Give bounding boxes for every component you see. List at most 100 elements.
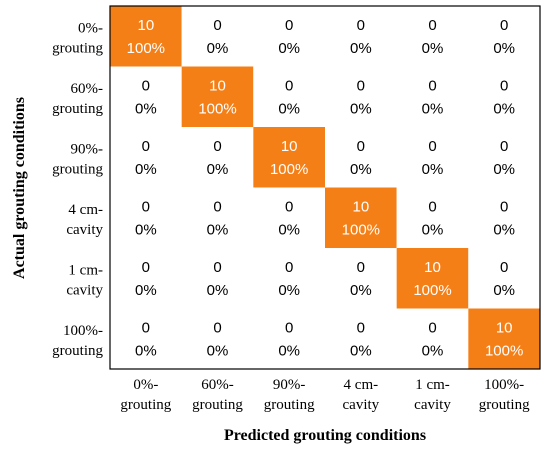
matrix-cell-3-4 <box>396 187 469 248</box>
matrix-cell-2-3 <box>325 127 397 188</box>
y-tick-labels: 0%- grouting 60%- grouting 90%- grouting 4 cm-… <box>52 20 103 359</box>
cell-percentage: 0% <box>135 161 157 178</box>
cell-percentage: 0% <box>350 161 372 178</box>
x-tick-label: 0%- <box>133 377 158 393</box>
matrix-cell-0-3 <box>325 6 397 67</box>
matrix-cell-3-1 <box>181 187 254 248</box>
cell-count: 0 <box>285 259 293 276</box>
cell-percentage: 0% <box>422 40 444 57</box>
y-tick-label: 90%- <box>71 141 104 157</box>
x-tick-label: grouting <box>479 397 530 413</box>
cell-count: 0 <box>142 199 150 216</box>
matrix-cell-1-0 <box>110 66 182 127</box>
cell-percentage: 0% <box>135 282 157 299</box>
cell-count: 0 <box>213 320 221 337</box>
matrix-cell-4-0 <box>110 248 182 309</box>
matrix-cell-5-2 <box>253 308 325 369</box>
cell-percentage: 0% <box>422 222 444 239</box>
matrix-cell-2-5 <box>468 127 540 188</box>
y-tick-label: cavity <box>66 282 103 298</box>
y-tick-label: grouting <box>52 40 103 56</box>
matrix-cells: 10 100% 0 0% 0 0% 0 0% 0 0% 0 0% 0 0% 10 100% 0 0% 0 0% 0 0% 0… <box>110 6 540 369</box>
cell-percentage: 0% <box>493 282 515 299</box>
cell-percentage: 0% <box>350 282 372 299</box>
cell-percentage: 0% <box>422 343 444 360</box>
cell-count: 0 <box>428 78 436 95</box>
cell-count: 0 <box>500 138 508 155</box>
cell-count: 0 <box>142 259 150 276</box>
cell-percentage: 0% <box>278 282 300 299</box>
matrix-cell-5-1 <box>181 308 254 369</box>
cell-count: 0 <box>142 78 150 95</box>
cell-count: 0 <box>285 199 293 216</box>
matrix-cell-4-5 <box>468 248 540 309</box>
cell-percentage: 0% <box>350 101 372 118</box>
x-tick-labels: 0%- grouting 60%- grouting 90%- grouting 4 cm-… <box>120 377 530 413</box>
cell-count: 0 <box>285 17 293 34</box>
x-tick-label: cavity <box>343 397 380 413</box>
y-tick-label: 0%- <box>78 20 103 36</box>
cell-count: 0 <box>357 138 365 155</box>
cell-percentage: 0% <box>350 40 372 57</box>
cell-count: 0 <box>357 320 365 337</box>
matrix-cell-0-2 <box>253 6 325 67</box>
cell-count: 0 <box>213 199 221 216</box>
cell-percentage: 0% <box>493 101 515 118</box>
x-tick-label: grouting <box>192 397 243 413</box>
matrix-cell-1-3 <box>325 66 397 127</box>
cell-percentage: 100% <box>485 343 523 360</box>
cell-count: 0 <box>500 17 508 34</box>
matrix-frame <box>109 5 541 370</box>
y-tick-label: grouting <box>52 161 103 177</box>
matrix-cell-5-0 <box>110 308 182 369</box>
cell-percentage: 0% <box>493 222 515 239</box>
cell-count: 0 <box>500 259 508 276</box>
matrix-cell-4-1 <box>181 248 254 309</box>
cell-percentage: 100% <box>413 282 451 299</box>
cell-count: 0 <box>428 17 436 34</box>
cell-percentage: 0% <box>350 343 372 360</box>
matrix-cell-2-4 <box>396 127 469 188</box>
matrix-cell-0-1 <box>181 6 254 67</box>
x-axis-title: Predicted grouting conditions <box>224 427 426 444</box>
cell-count: 0 <box>500 78 508 95</box>
matrix-cell-3-5 <box>468 187 540 248</box>
cell-percentage: 0% <box>207 40 229 57</box>
matrix-cell-3-0 <box>110 187 182 248</box>
cell-count: 0 <box>357 259 365 276</box>
cell-percentage: 0% <box>278 222 300 239</box>
matrix-cell-5-4 <box>396 308 469 369</box>
matrix-cell-2-2 <box>253 127 325 188</box>
cell-count: 10 <box>209 78 226 95</box>
x-tick-label: cavity <box>414 397 451 413</box>
cell-count: 0 <box>213 259 221 276</box>
matrix-cell-3-3 <box>325 187 397 248</box>
cell-count: 0 <box>285 78 293 95</box>
cell-percentage: 0% <box>278 101 300 118</box>
x-tick-label: 1 cm- <box>415 377 450 393</box>
cell-count: 0 <box>285 320 293 337</box>
cell-percentage: 0% <box>422 161 444 178</box>
matrix-cell-5-5 <box>468 308 540 369</box>
cell-percentage: 0% <box>422 101 444 118</box>
y-axis-title: Actual grouting conditions <box>11 97 28 279</box>
x-tick-label: 100%- <box>484 377 524 393</box>
cell-count: 0 <box>428 199 436 216</box>
cell-percentage: 100% <box>342 222 380 239</box>
matrix-cell-4-4 <box>396 248 469 309</box>
cell-count: 10 <box>424 259 441 276</box>
cell-percentage: 0% <box>207 282 229 299</box>
matrix-cell-5-3 <box>325 308 397 369</box>
y-tick-label: 4 cm- <box>68 202 103 218</box>
cell-percentage: 0% <box>135 222 157 239</box>
x-tick-label: 60%- <box>201 377 234 393</box>
y-tick-label: cavity <box>66 222 103 238</box>
cell-count: 0 <box>142 138 150 155</box>
cell-percentage: 100% <box>198 101 236 118</box>
x-tick-label: grouting <box>120 397 171 413</box>
cell-count: 0 <box>213 17 221 34</box>
x-tick-label: grouting <box>264 397 315 413</box>
matrix-cell-4-2 <box>253 248 325 309</box>
y-tick-label: grouting <box>52 101 103 117</box>
